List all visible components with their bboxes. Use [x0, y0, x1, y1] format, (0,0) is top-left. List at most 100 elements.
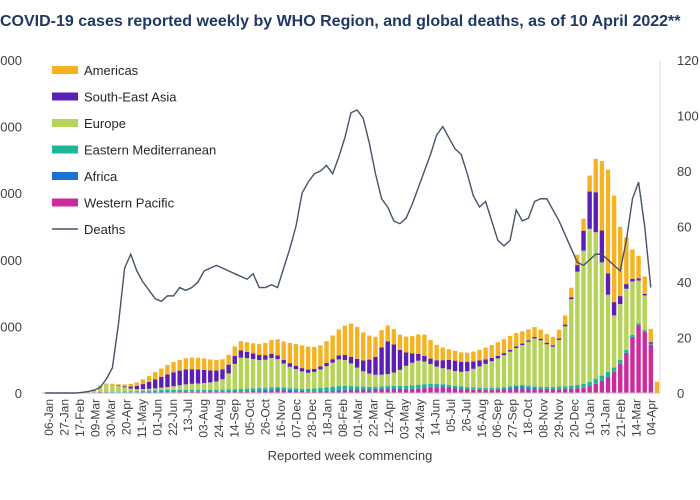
bar-segment	[642, 295, 647, 331]
x-tick-label: 18-Jan	[320, 399, 334, 436]
bar-segment	[287, 363, 293, 367]
bar-segment	[305, 372, 311, 389]
bar-segment	[201, 369, 207, 383]
bar-segment	[409, 388, 415, 390]
bar-segment	[477, 387, 482, 390]
bar-segment	[214, 359, 219, 371]
bar-segment	[618, 304, 623, 361]
bar-segment	[587, 228, 592, 383]
bar-segment	[593, 378, 598, 384]
bar-segment	[312, 346, 317, 369]
bar-segment	[434, 387, 439, 393]
bar-segment	[201, 382, 207, 390]
bar-segment	[244, 351, 250, 359]
bar-segment	[379, 388, 384, 390]
bar-segment	[636, 280, 641, 324]
legend-swatch	[52, 66, 78, 74]
bar-segment	[122, 386, 127, 388]
bar-segment	[391, 344, 397, 373]
bar-segment	[495, 389, 501, 393]
x-tick-label: 01-Jun	[150, 399, 164, 436]
bar-segment	[440, 360, 445, 369]
bar-segment	[171, 386, 176, 390]
bar-segment	[556, 389, 562, 393]
bar-segment	[354, 389, 360, 391]
y-left-tick-label: 0	[15, 386, 22, 401]
bar-segment	[281, 341, 286, 360]
bar-segment	[465, 389, 470, 393]
bar-segment	[428, 363, 433, 384]
x-tick-label: 08-Feb	[336, 399, 350, 437]
bar-segment	[238, 391, 244, 392]
bar-segment	[428, 386, 433, 388]
bar-segment	[471, 361, 476, 369]
bar-segment	[305, 369, 311, 373]
bar-segment	[373, 374, 378, 387]
bar-segment	[183, 358, 188, 370]
bar-segment	[348, 389, 354, 391]
bar-segment	[458, 386, 464, 389]
bar-segment	[477, 349, 482, 361]
bar-segment	[483, 363, 488, 388]
bar-segment	[318, 345, 323, 367]
bar-segment	[422, 384, 427, 388]
bar-segment	[446, 359, 452, 370]
bar-segment	[146, 375, 152, 382]
bar-segment	[440, 347, 445, 361]
bar-segment	[189, 369, 195, 384]
bar-segment	[520, 343, 525, 346]
bar-segment	[422, 387, 427, 388]
bar-segment	[140, 390, 146, 393]
bar-segment	[514, 347, 519, 386]
bar-segment	[581, 230, 586, 251]
bar-segment	[312, 368, 317, 372]
bar-segment	[153, 388, 158, 391]
bar-segment	[324, 366, 329, 388]
bar-segment	[434, 383, 439, 387]
bar-segment	[214, 389, 219, 392]
bar-segment	[140, 384, 146, 390]
bar-segment	[361, 386, 366, 390]
bar-segment	[562, 324, 568, 327]
y-right-tick-label: 120	[677, 53, 699, 68]
bar-segment	[367, 335, 372, 360]
bar-segment	[471, 368, 476, 388]
bar-segment	[189, 391, 195, 392]
bar-segment	[257, 388, 262, 391]
bar-segment	[275, 389, 280, 391]
bar-segment	[373, 388, 378, 391]
bar-segment	[569, 287, 574, 298]
bar-segment	[238, 388, 244, 392]
bar-segment	[159, 368, 164, 377]
bar-segment	[189, 391, 195, 393]
bar-segment	[526, 385, 531, 388]
bar-segment	[238, 341, 244, 351]
bar-segment	[556, 338, 562, 340]
bar-segment	[391, 372, 397, 386]
bar-segment	[263, 355, 268, 360]
legend-label: Deaths	[84, 222, 126, 237]
bar-segment	[477, 366, 482, 388]
bar-segment	[269, 357, 274, 388]
bar-segment	[97, 385, 103, 392]
bar-segment	[336, 359, 341, 387]
y-right-tick-label: 0	[677, 386, 684, 401]
bar-segment	[183, 384, 188, 390]
bar-segment	[611, 302, 617, 316]
bar-segment	[593, 232, 598, 379]
bar-segment	[501, 389, 507, 393]
bar-segment	[397, 369, 403, 386]
bar-segment	[452, 371, 458, 386]
x-axis-title: Reported week commencing	[267, 448, 433, 463]
bar-segment	[495, 355, 501, 359]
bar-segment	[391, 389, 397, 393]
bar-segment	[452, 388, 458, 393]
bar-segment	[471, 387, 476, 390]
x-tick-label: 10-Jan	[583, 399, 597, 436]
bar-segment	[367, 389, 372, 391]
bar-segment	[636, 278, 641, 281]
bar-segment	[501, 355, 507, 388]
bar-segment	[416, 360, 421, 385]
bar-segment	[281, 390, 286, 393]
bar-segment	[538, 338, 543, 341]
